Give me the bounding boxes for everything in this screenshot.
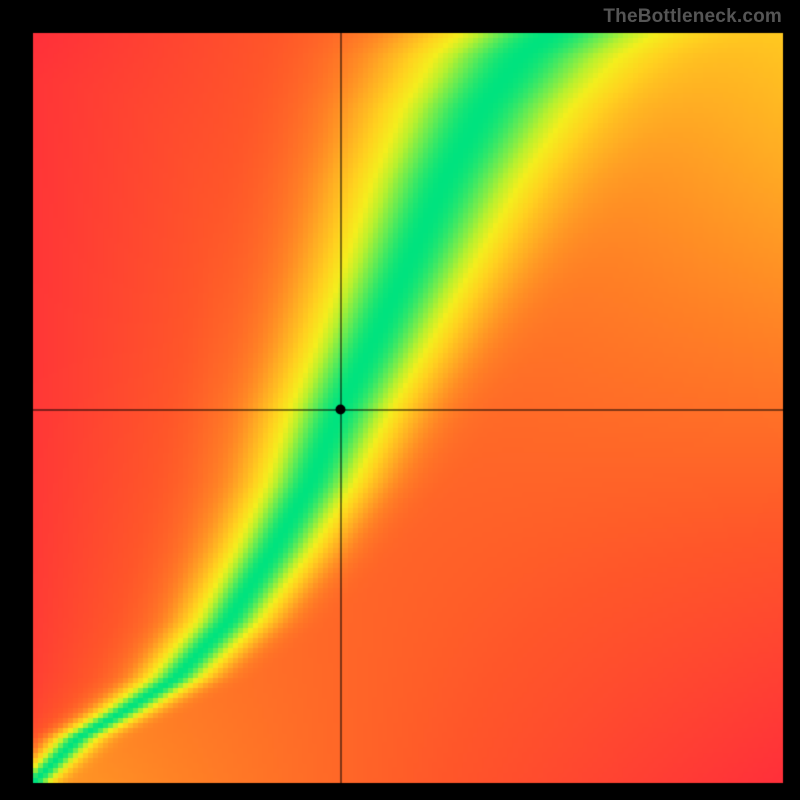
bottleneck-heatmap (0, 0, 800, 800)
chart-container: TheBottleneck.com (0, 0, 800, 800)
watermark-text: TheBottleneck.com (603, 6, 782, 28)
